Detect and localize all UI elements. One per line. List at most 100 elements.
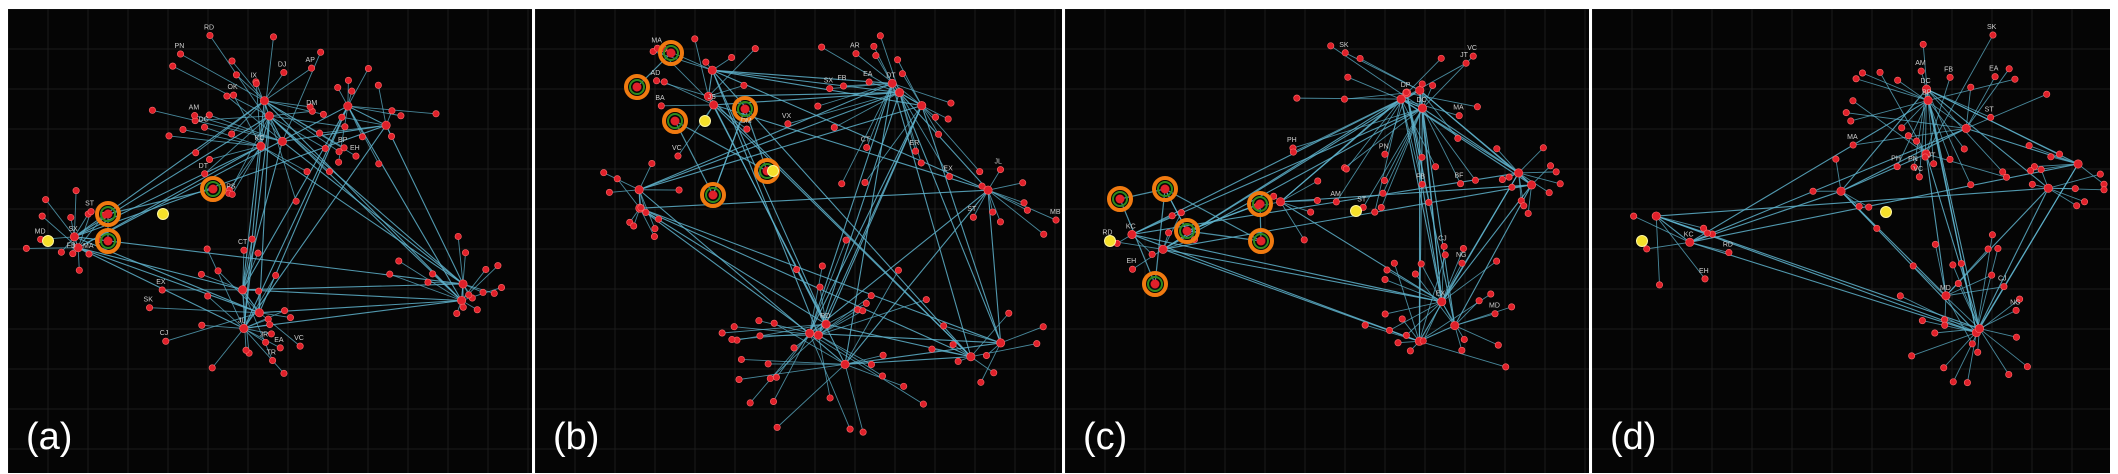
node-label: DM [741,118,752,125]
graph-node [1527,180,1537,190]
graph-node [805,328,815,338]
graph-node [1379,189,1387,197]
graph-node [1919,40,1927,48]
graph-node [238,285,248,295]
graph-node [1314,177,1322,185]
graph-node [1865,203,1873,211]
node-label: DM [306,100,317,107]
graph-node [1552,168,1560,176]
graph-node [306,103,314,111]
graph-node [1289,148,1297,156]
node-label: ST [967,206,977,213]
node-label: VC [1913,166,1923,173]
graph-node [1437,297,1447,307]
graph-node [1341,49,1349,57]
graph-node [1498,175,1506,183]
graph-node [935,130,943,138]
highlight-rings [95,176,226,254]
graph-node [169,62,177,70]
graph-node [969,213,977,221]
node-label: DT [199,163,209,170]
graph-node [764,360,772,368]
node-label: MA [83,243,94,250]
graph-node [1508,183,1516,191]
graph-node [1630,212,1638,220]
graph-node [1396,94,1406,104]
graph-node [1493,257,1501,265]
graph-node [1987,113,1995,121]
graph-node [228,130,236,138]
graph-node [1893,163,1901,171]
node-label: PN [1379,143,1389,150]
graph-node [1052,216,1060,224]
graph-node [1967,83,1975,91]
node-label: EX [1436,291,1446,298]
graph-node [473,306,481,314]
node-label: SX [68,226,78,233]
graph-node [1842,109,1850,117]
graph-node [75,266,83,274]
node-label: ER [910,140,920,147]
graph-node [248,235,256,243]
panel-b: JS AD DM VC BA MA DT ER EX VX SX AR CT FB EA MB ST JL RD (… [535,9,1062,473]
graph-node [898,70,906,78]
graph-node [793,265,801,273]
graph-node [966,352,976,362]
graph-node [737,355,745,363]
graph-node [72,187,80,195]
graph-node [1508,303,1516,311]
graph-node [1033,340,1041,348]
graph-node [158,286,166,294]
graph-node [1127,229,1137,239]
graph-node [1300,236,1308,244]
graph-node [863,143,871,151]
graph-node [1168,212,1176,220]
graph-node [1340,95,1348,103]
node-label: FB [1944,66,1953,73]
graph-node [846,425,854,433]
graph-node [859,428,867,436]
graph-node [319,110,327,118]
node-label: VC [294,335,304,342]
graph-node [1852,75,1860,83]
graph-node [1411,270,1419,278]
graph-node [1896,292,1904,300]
graph-node [642,208,650,216]
panel-label-a: (a) [26,416,73,458]
graph-node [1402,89,1410,97]
graph-node [87,208,95,216]
graph-node [335,158,343,166]
network-graph-c: KC EH RD DP DC PN BF AM SK MA FB JT ST PH VC EX MD CJ NG [1065,9,1589,473]
graph-node [1342,165,1350,173]
graph-node [344,76,352,84]
graph-node [42,196,50,204]
graph-node [1960,145,1968,153]
graph-node [1514,168,1524,178]
graph-node [842,236,850,244]
node-label: ST [85,201,95,208]
graph-node [674,152,682,160]
node-label: DC [199,116,209,123]
graph-node [1129,265,1137,273]
grid [535,9,1062,473]
graph-node [1931,329,1939,337]
graph-node [954,357,962,365]
graph-node [269,356,277,364]
graph-node [1904,132,1912,140]
node-label: DC [1416,97,1426,104]
graph-node [177,50,185,58]
selected-node [1350,205,1362,217]
graph-node [770,319,778,327]
graph-node [2005,371,2013,379]
graph-node [292,197,300,205]
graph-node [1988,271,1996,279]
graph-node [205,111,213,119]
graph-node [944,115,952,123]
graph-node [1327,42,1335,50]
graph-node [73,243,83,253]
graph-node [364,64,372,72]
graph-node [395,257,403,265]
graph-node [872,52,880,60]
graph-node [270,33,278,41]
graph-node [1847,117,1855,125]
